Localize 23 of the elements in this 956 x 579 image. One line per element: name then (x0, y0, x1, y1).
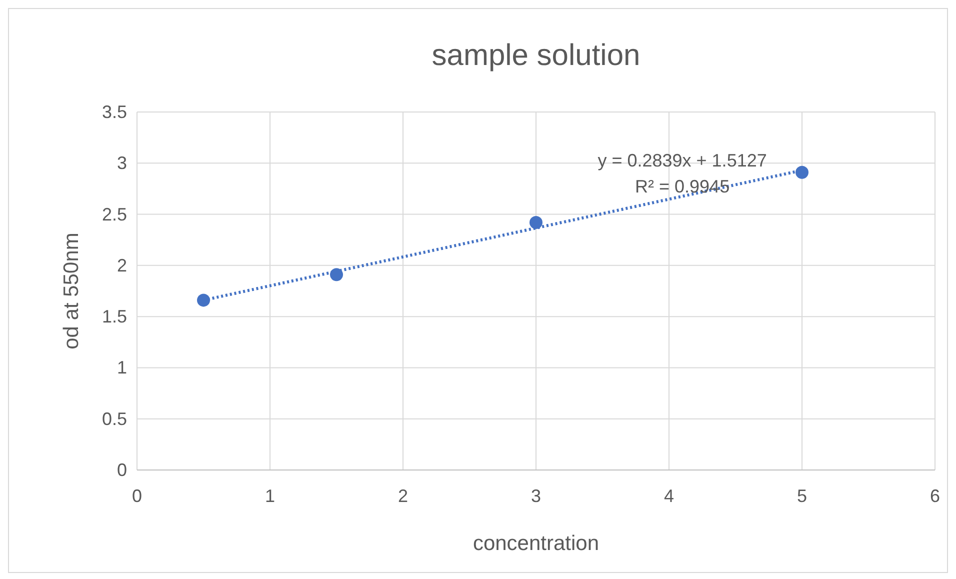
annotation: y = 0.2839x + 1.5127 (598, 150, 767, 170)
y-tick-label: 1.5 (102, 306, 127, 327)
x-tick-label: 1 (264, 486, 276, 506)
chart-title: sample solution (432, 39, 640, 72)
point (197, 294, 210, 307)
x-tick-label: 2 (398, 486, 408, 506)
y-tick-label: 1 (116, 358, 127, 378)
x-tick-label: 4 (664, 486, 674, 506)
y-axis-title: od at 550nm (60, 232, 83, 350)
y-tick-label: 2 (116, 255, 127, 276)
y-tick-label: 0 (116, 460, 127, 480)
point (796, 166, 808, 179)
y-tick-label: 3.5 (102, 102, 127, 122)
x-tick-label: 5 (796, 486, 808, 506)
annotation: R² = 0.9945 (635, 176, 730, 196)
y-tick-label: 0.5 (102, 408, 127, 429)
x-tick-label: 3 (530, 486, 542, 506)
y-tick-label: 3 (116, 153, 127, 174)
x-axis-title: concentration (472, 532, 600, 555)
point (530, 216, 542, 229)
x-tick-label: 0 (132, 486, 142, 506)
y-tick-label: 2.5 (102, 204, 127, 224)
x-tick-label: 6 (930, 486, 940, 506)
